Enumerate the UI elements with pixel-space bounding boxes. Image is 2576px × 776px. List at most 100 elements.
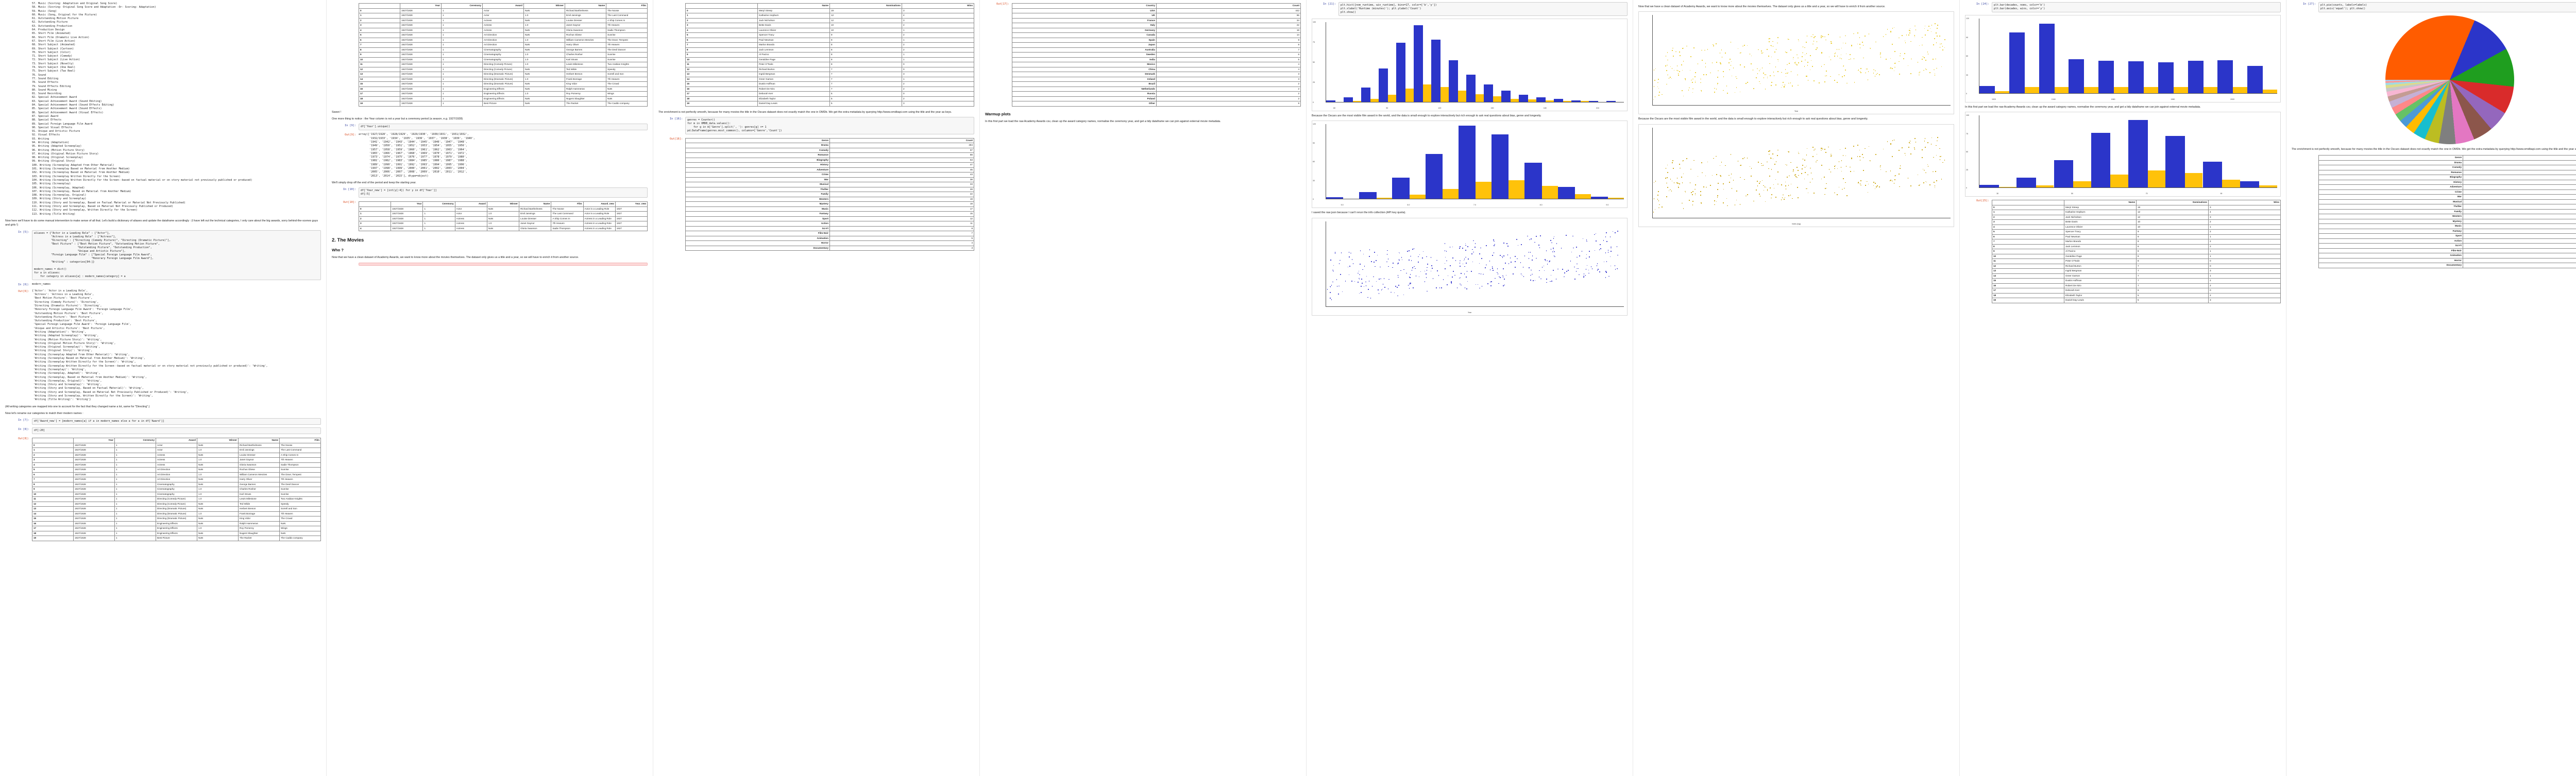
table-cell: NaN (523, 81, 565, 87)
table-cell: Crime (2318, 189, 2463, 195)
scatter-point (1767, 189, 1768, 191)
scatter-point (1409, 260, 1410, 261)
code-source-genres[interactable]: genres = Counter() for m in OMDB_data.va… (685, 116, 974, 134)
code-source-8[interactable]: df[:20] (32, 427, 321, 435)
scatter-point (1475, 243, 1476, 244)
table-row: UK 96 (1012, 13, 1301, 19)
scatter-point (1939, 47, 1941, 48)
table-cell: Actress (454, 226, 487, 232)
table-cell: Ingrid Bergman (2064, 268, 2137, 274)
scatter-point (1936, 180, 1938, 181)
scatter-point (1806, 148, 1808, 149)
scatter-point (1788, 72, 1789, 74)
scatter-point (1816, 41, 1818, 42)
scatter-point (1382, 283, 1384, 285)
scatter-point (1546, 282, 1547, 283)
scatter-point (1767, 161, 1768, 163)
scatter-point (1777, 171, 1778, 173)
table-cell: Mystery (685, 201, 830, 207)
scatter-point (1798, 39, 1799, 40)
scatter-point (1909, 32, 1911, 33)
scatter-point (1908, 35, 1909, 36)
table-cell: 1 (441, 76, 483, 82)
code-cell-pie[interactable]: In [27]: plt.pie(counts, labels=labels) … (2292, 2, 2576, 12)
bar-group (2016, 115, 2054, 188)
code-cell-9[interactable]: In [9]: df['Year'].unique() (332, 124, 648, 131)
scatter-point (1757, 185, 1758, 187)
table-cell: 19 (2463, 214, 2576, 219)
code-cell-hist[interactable]: In [21]: plt.hist([nom_runtime, win_runt… (1312, 2, 1628, 16)
scatter-point (1545, 258, 1546, 260)
code-cell-7[interactable]: In [7]: df['Award_new'] = [modern_names[… (5, 418, 321, 425)
prompt-out-genres: Out[16]: (670, 137, 683, 141)
code-source-7[interactable]: df['Award_new'] = [modern_names[a] if a … (32, 418, 321, 425)
code-cell-10[interactable]: In [10]: df['Year_new'] = [int(y[:4]) fo… (332, 187, 648, 198)
table-cell: 45 (2463, 184, 2576, 190)
scatter-point (1873, 182, 1874, 183)
scatter-point (1919, 184, 1921, 185)
code-source-14[interactable] (359, 262, 648, 266)
table-cell: Gloria Swanson (519, 226, 552, 232)
scatter-point (1925, 35, 1926, 36)
scatter-points (1653, 128, 1951, 218)
table-cell: Roy Pomeroy (238, 526, 280, 531)
scatter-point (1937, 25, 1938, 26)
code-cell-6[interactable]: In [6]: modern_names (5, 282, 321, 287)
scatter-point (1933, 44, 1935, 45)
code-source-10[interactable]: df['Year_new'] = [int(y[:4]) for y in df… (359, 187, 648, 198)
scatter-point (1667, 74, 1668, 76)
markdown-rename-note: Now let's rename our categories to match… (5, 412, 83, 416)
code-source-5[interactable]: aliases = {"Actor in a Leading Role" : [… (32, 230, 321, 280)
table-row: 7 1927/1928 1 Art Direction NaN Harry Oliver 7… (359, 42, 648, 48)
scatter-point (1775, 84, 1776, 85)
bar-group (1979, 19, 2009, 93)
table-cell: 19 (1992, 298, 2064, 303)
table-cell: Jack Lemmon (2064, 244, 2137, 250)
code-cell-omdb[interactable] (332, 262, 648, 266)
code-source-9[interactable]: df['Year'].unique() (359, 124, 648, 131)
scatter-point (1781, 184, 1782, 185)
scatter-point (1821, 149, 1822, 151)
code-source-decades[interactable]: plt.bar(decades, noms, color='b') plt.ba… (1992, 2, 2281, 12)
code-source-pie[interactable]: plt.pie(counts, labels=labels) plt.axis(… (2318, 2, 2576, 12)
scatter-point (1728, 175, 1730, 176)
code-source-hist[interactable]: plt.hist([nom_runtime, win_runtime], bin… (1338, 2, 1628, 16)
scatter-point (1804, 66, 1805, 67)
scatter-point (1553, 270, 1554, 271)
code-source-6[interactable]: modern_names (32, 282, 321, 286)
scatter-point (1445, 268, 1446, 269)
scatter-point (1481, 258, 1482, 259)
scatter-point (1718, 183, 1719, 184)
scatter-point (1786, 52, 1787, 53)
bar-group (1484, 22, 1501, 102)
table-cell: 63 (2463, 175, 2576, 180)
table-cell: 43 (2463, 189, 2576, 195)
scatter-point (1427, 267, 1428, 268)
code-cell-8[interactable]: In [8]: df[:20] (5, 427, 321, 435)
notebook-column-7: In [24]: plt.bar(decades, noms, color='b… (1960, 0, 2286, 776)
scatter-point (1781, 72, 1782, 73)
scatter-point (1790, 183, 1792, 185)
code-cell-5[interactable]: In [5]: aliases = {"Actor in a Leading R… (5, 230, 321, 280)
scatter-point (1751, 176, 1752, 177)
scatter-point (1714, 88, 1715, 89)
scatter-point (1751, 55, 1752, 57)
table-cell: Cinematography (156, 487, 197, 492)
table-row: 16 Robert De Niro 7 2 (1992, 283, 2281, 289)
table-row: 16 Robert De Niro 7 2 (685, 86, 974, 92)
code-cell-genres[interactable]: In [16]: genres = Counter() for m in OMD… (658, 116, 974, 134)
table-cell: Music (685, 206, 830, 212)
scatter-point (1345, 281, 1346, 282)
scatter-point (1944, 160, 1945, 161)
table-cell: 8 (2136, 258, 2209, 264)
table-row: 12 1927/1928 1 Directing (Comedy Picture) Na… (32, 501, 321, 507)
bar-winners (1352, 101, 1361, 102)
scatter-point (1427, 290, 1428, 292)
code-cell-decades[interactable]: In [24]: plt.bar(decades, noms, color='b… (1965, 2, 2281, 12)
scatter-point (1765, 89, 1766, 90)
table-cell: Art Direction (156, 467, 197, 473)
y-tick-label: 100 (1966, 114, 1969, 117)
output-genre-tbl: GenreCountDrama284Comedy97Romance88Biogr… (2292, 154, 2576, 269)
table-cell: 2 (1992, 214, 2064, 220)
scatter-point (1713, 44, 1714, 45)
